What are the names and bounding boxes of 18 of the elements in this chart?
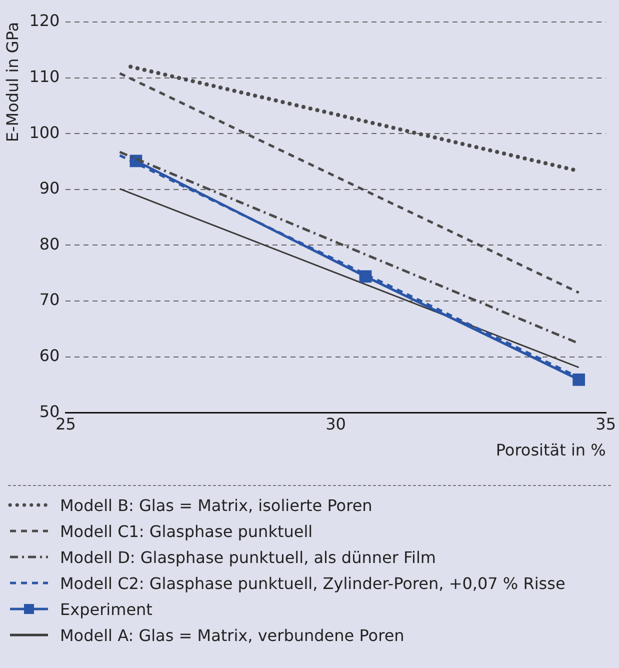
- y-tick-label: 100: [29, 122, 60, 142]
- legend-label: Modell C2: Glasphase punktuell, Zylinder-Poren, +0,07 % Risse: [60, 574, 566, 592]
- y-tick-label: 80: [39, 234, 60, 254]
- y-tick-label: 110: [29, 66, 60, 86]
- legend-label: Modell A: Glas = Matrix, verbundene Poren: [60, 626, 404, 644]
- y-tick-label: 60: [39, 346, 60, 365]
- legend-label: Modell D: Glasphase punktuell, als dünner Film: [60, 548, 436, 566]
- x-axis-title: Porosität in %: [496, 440, 606, 460]
- y-tick-label: 90: [39, 178, 60, 198]
- legend-label: Modell B: Glas = Matrix, isolierte Poren: [60, 496, 372, 514]
- x-tick-label: 35: [596, 414, 616, 434]
- point: [572, 373, 586, 386]
- x-tick-label: 30: [326, 414, 346, 434]
- legend-label: Modell C1: Glasphase punktuell: [60, 522, 313, 540]
- y-tick-label: 70: [39, 290, 60, 310]
- y-axis-title: E-Modul in GPa: [2, 22, 22, 142]
- y-tick-label: 120: [29, 11, 60, 30]
- legend-label: Experiment: [60, 600, 152, 618]
